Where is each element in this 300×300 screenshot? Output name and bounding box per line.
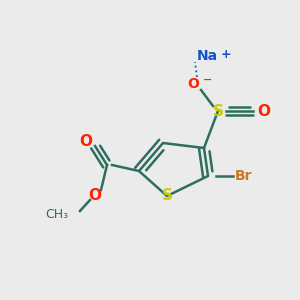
Text: Br: Br	[235, 169, 253, 183]
Text: S: S	[212, 103, 224, 118]
Text: O: O	[88, 188, 101, 202]
Text: O: O	[257, 103, 270, 118]
Text: −: −	[203, 75, 212, 85]
Text: O: O	[187, 77, 199, 91]
Text: O: O	[80, 134, 92, 148]
Text: Na: Na	[196, 49, 218, 63]
Text: CH₃: CH₃	[45, 208, 68, 220]
Text: S: S	[161, 188, 172, 203]
Text: +: +	[221, 47, 232, 61]
